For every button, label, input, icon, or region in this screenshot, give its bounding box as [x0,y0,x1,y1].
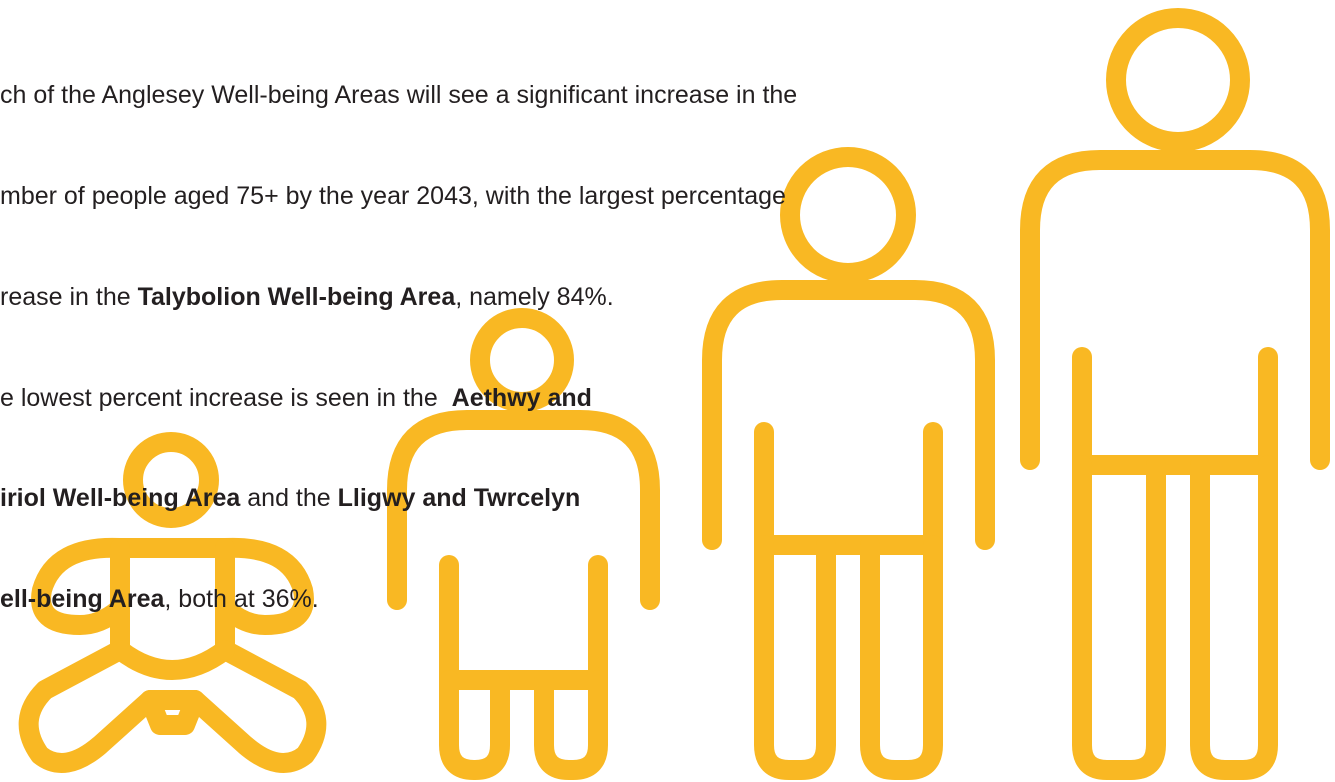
torso [754,422,943,555]
text-line: rease in the Talybolion Well-being Area,… [0,281,797,315]
baby-figure [18,432,327,773]
shoulders [702,280,995,550]
right-leg [860,535,943,780]
text: rease in the [0,282,138,311]
person-figure [702,147,995,780]
text: , namely 84%. [455,282,614,311]
left-leg [439,670,510,780]
text-line: ell-being Area, both at 36%. [0,583,797,617]
head [780,147,916,283]
text-line: mber of people aged 75+ by the year 2043… [0,180,797,214]
text: e lowest percent increase is seen in the [0,383,452,412]
right-leg [1190,455,1278,780]
right-leg [534,670,608,780]
torso [439,555,608,690]
text-line: ch of the Anglesey Well-being Areas will… [0,79,797,113]
left-leg [754,535,836,780]
torso [1072,347,1278,475]
head [470,308,574,412]
text: mber of people aged 75+ by the year 2043… [0,181,786,210]
text: , both at 36%. [164,585,319,614]
bold-text: iriol Well-being Area [0,484,241,513]
bold-text: ell-being Area [0,585,165,614]
text-line: iriol Well-being Area and the Lligwy and… [0,482,797,516]
text-line: e lowest percent increase is seen in the… [0,382,797,416]
text: ch of the Anglesey Well-being Areas will… [0,81,798,110]
bold-text: Aethwy and [451,383,592,412]
text-block: ch of the Anglesey Well-being Areas will… [0,12,797,650]
person-figure [1020,8,1330,780]
bold-text: Talybolion Well-being Area [137,282,456,311]
head [1106,8,1250,152]
bold-text: Lligwy and Twrcelyn [337,484,581,513]
shoulders [387,410,660,610]
person-figure [387,308,660,780]
shoulders [1020,150,1330,470]
left-leg [1072,455,1166,780]
text: and the [240,484,338,513]
